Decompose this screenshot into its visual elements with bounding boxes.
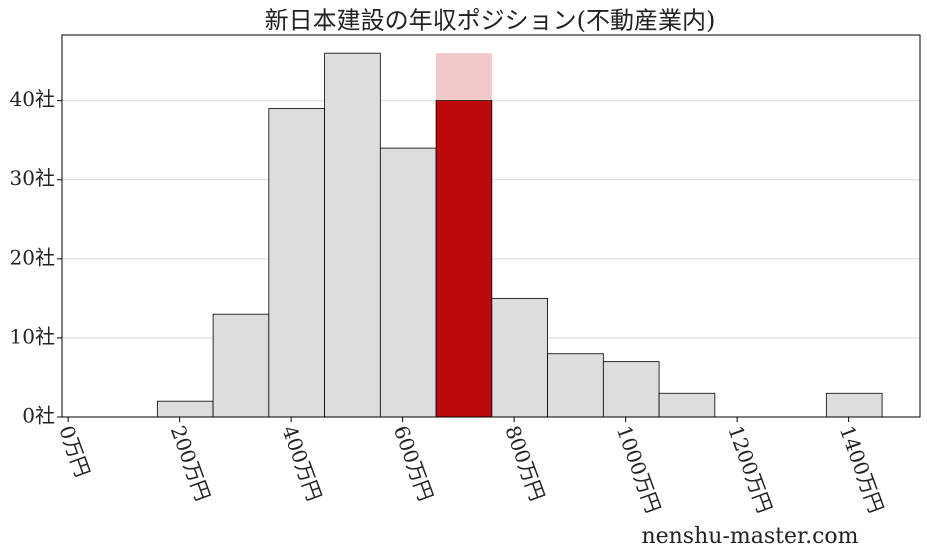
y-tick-label: 30社 [10,166,55,190]
x-tick-label: 1200万円 [723,422,777,516]
bar [491,297,548,418]
y-tick-label: 0社 [22,404,55,428]
bar [156,400,214,418]
x-tick-label: 400万円 [277,422,326,504]
y-tick-label: 20社 [10,245,55,269]
bar [379,147,437,418]
y-tick-label: 40社 [10,87,55,111]
bar [825,392,883,418]
x-tick-label: 1000万円 [612,422,666,516]
watermark: nenshu-master.com [641,524,858,549]
bar [658,392,716,418]
bar [324,52,381,418]
bar [212,313,270,418]
x-tick-label: 800万円 [500,422,549,504]
x-tick-label: 1400万円 [835,422,889,516]
chart-title: 新日本建設の年収ポジション(不動産業内) [265,7,716,35]
x-tick-label: 200万円 [166,422,215,504]
bar [268,108,325,418]
x-tick-label: 600万円 [389,422,438,504]
y-tick-label: 10社 [10,324,55,348]
bar [602,361,660,418]
highlight-bar [435,100,493,418]
plot-frame [61,34,921,418]
bar [547,353,604,418]
x-tick-label: 0万円 [54,422,95,480]
